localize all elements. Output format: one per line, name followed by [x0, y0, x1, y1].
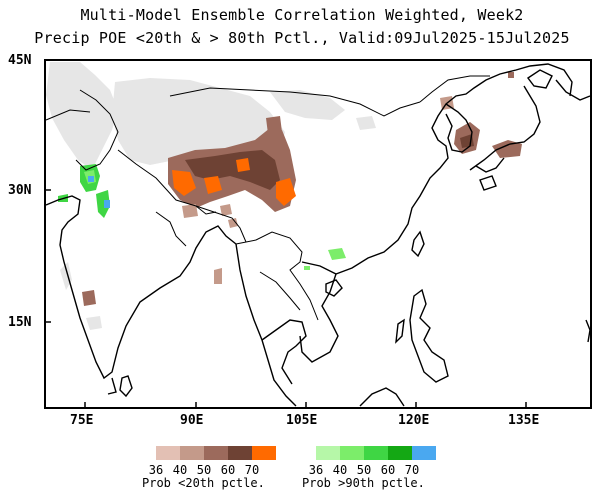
legend-dry-swatch	[156, 446, 180, 460]
legend-dry-tick: 50	[196, 463, 212, 477]
legend-wet-tick: 60	[380, 463, 396, 477]
legend-wet-ticks: 36 40 50 60 70	[304, 463, 424, 477]
lat-label-15n: 15N	[8, 315, 32, 330]
legend-wet-swatch	[388, 446, 412, 460]
legend-dry-tick: 40	[172, 463, 188, 477]
legend-dry-ticks: 36 40 50 60 70	[144, 463, 264, 477]
lat-label-45n: 45N	[8, 53, 32, 68]
wet-prob-shading	[58, 164, 346, 270]
map-title-line2: Precip POE <20th & > 80th Pctl., Valid:0…	[34, 29, 570, 47]
legend-dry-caption: Prob <20th pctle.	[142, 476, 265, 490]
legend-wet-swatch	[412, 446, 436, 460]
legend-wet-swatch	[316, 446, 340, 460]
lon-label-135e: 135E	[508, 413, 540, 428]
lon-label-75e: 75E	[70, 413, 94, 428]
coastlines	[45, 63, 591, 407]
lon-label-105e: 105E	[286, 413, 318, 428]
legend-wet-tick: 70	[404, 463, 420, 477]
legend-dry-tick: 70	[244, 463, 260, 477]
legend-wet-colorbar	[316, 446, 436, 460]
legend-dry-swatch	[180, 446, 204, 460]
legend-wet-tick: 36	[308, 463, 324, 477]
legend-dry-swatch	[228, 446, 252, 460]
legend-wet-caption: Prob >90th pctle.	[302, 476, 425, 490]
map-frame	[44, 59, 592, 409]
legend-dry-colorbar	[156, 446, 276, 460]
legend-dry-swatch	[252, 446, 276, 460]
legend-dry-swatch	[204, 446, 228, 460]
legend-wet-swatch	[364, 446, 388, 460]
lat-label-30n: 30N	[8, 183, 32, 198]
lon-label-120e: 120E	[398, 413, 430, 428]
gray-mask-areas	[46, 62, 376, 330]
legend-wet-swatch	[340, 446, 364, 460]
lon-label-90e: 90E	[180, 413, 204, 428]
map-title-line1: Multi-Model Ensemble Correlation Weighte…	[80, 6, 524, 24]
legend-wet-tick: 50	[356, 463, 372, 477]
legend-dry-tick: 60	[220, 463, 236, 477]
legend-wet-tick: 40	[332, 463, 348, 477]
legend-dry-tick: 36	[148, 463, 164, 477]
dry-prob-shading	[82, 72, 522, 306]
